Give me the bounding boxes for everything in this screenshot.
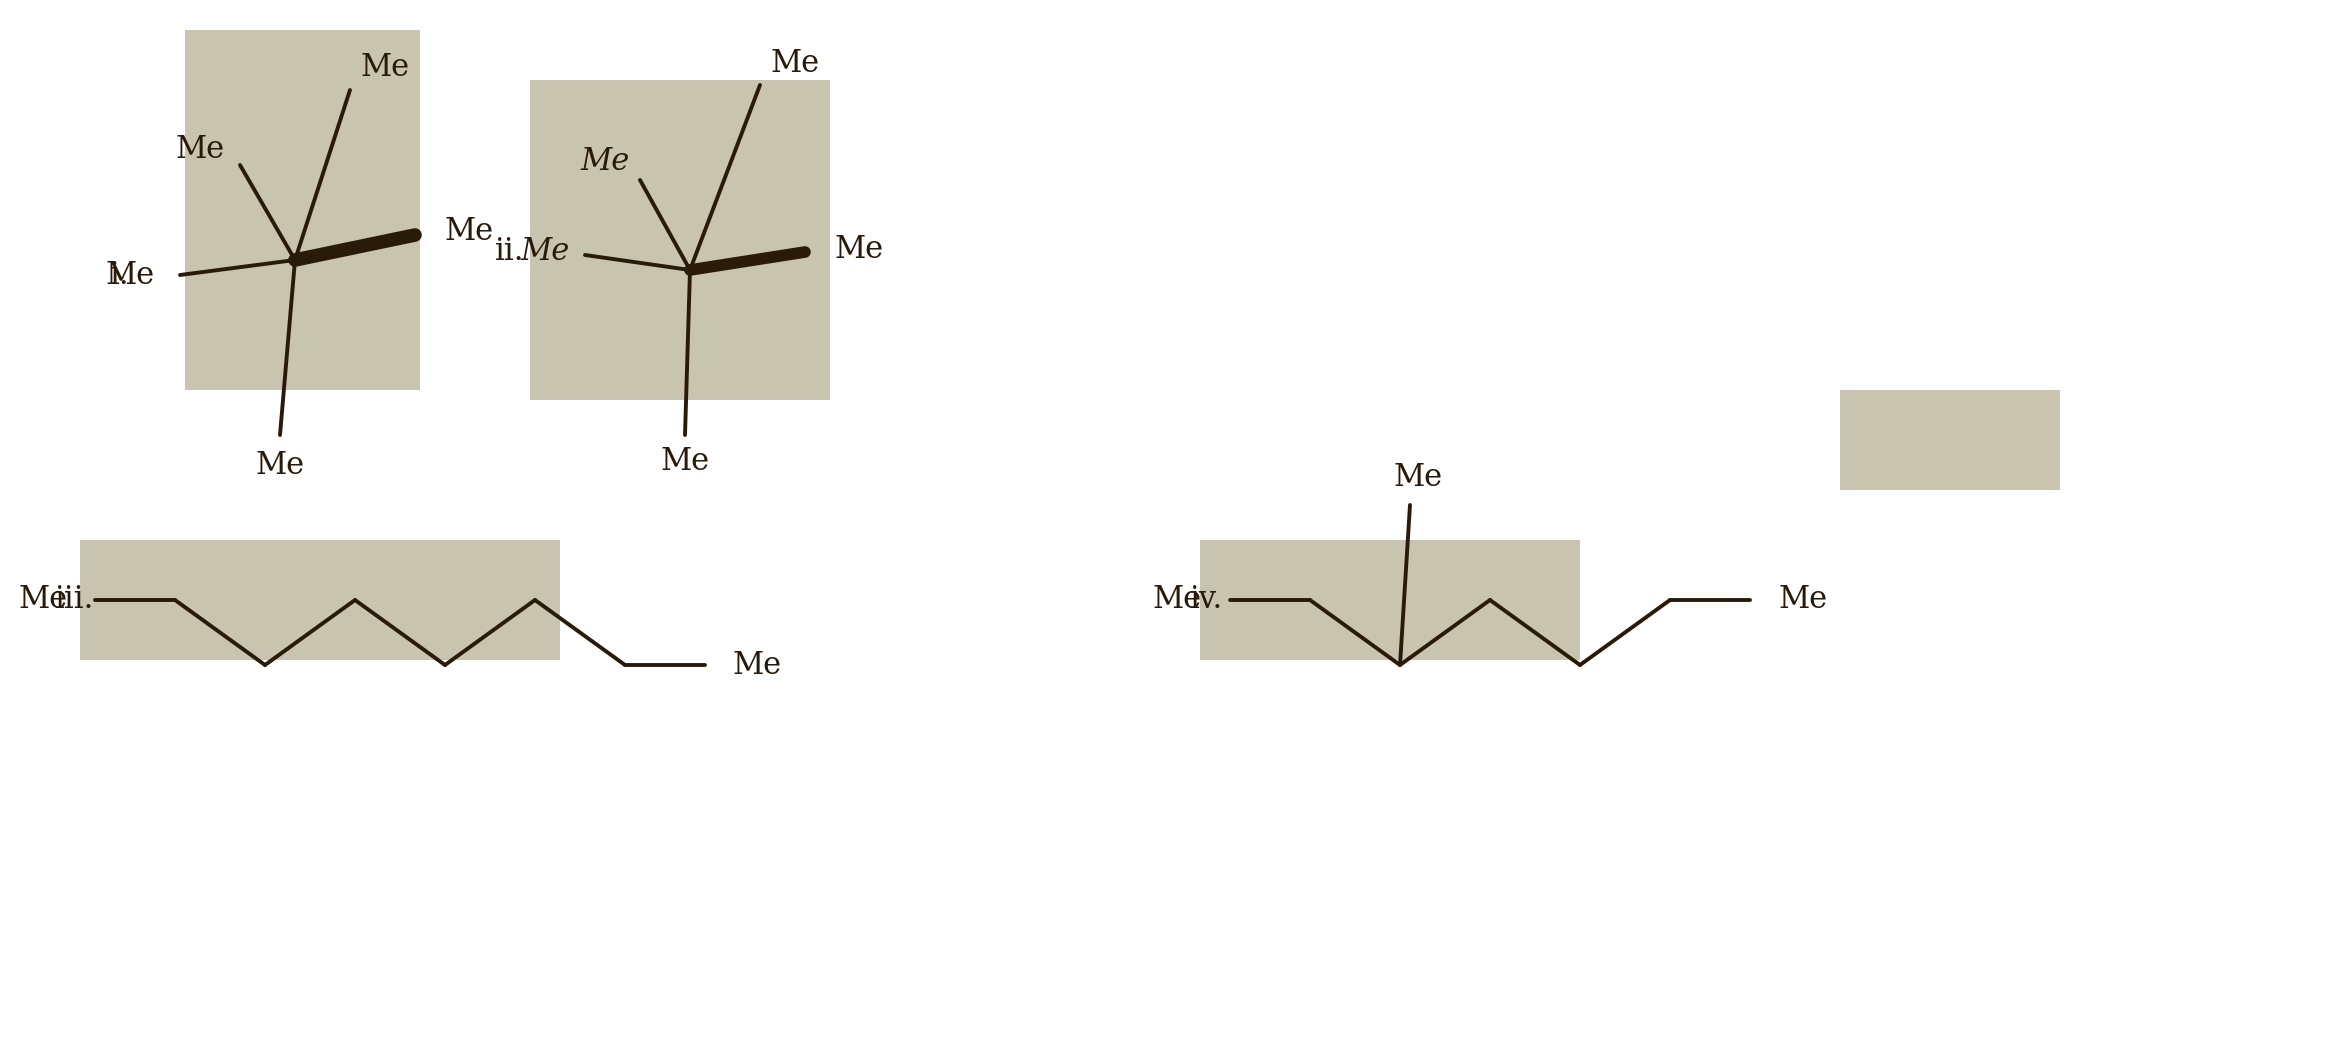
Bar [1201,540,1581,660]
Text: Me: Me [19,584,68,615]
Text: Me: Me [176,135,225,166]
Text: Me: Me [1778,584,1827,615]
Text: Me: Me [1393,461,1442,492]
Text: Me: Me [446,217,495,247]
Bar [185,30,420,390]
Text: Me: Me [734,650,783,680]
Text: Me: Me [1154,584,1203,615]
Text: i.: i. [110,260,129,291]
Text: Me: Me [661,446,711,478]
Text: iii.: iii. [54,584,94,615]
Text: iv.: iv. [1189,584,1224,615]
Text: Me: Me [582,146,631,177]
Text: Me: Me [769,48,818,78]
Text: Me: Me [106,260,155,291]
Text: Me: Me [835,235,884,266]
Bar [1841,390,2059,490]
Bar [80,540,560,660]
Text: Me: Me [256,450,305,481]
Text: ii.: ii. [495,237,525,267]
Bar [530,80,830,401]
Text: Me: Me [521,237,570,267]
Text: Me: Me [361,52,408,83]
